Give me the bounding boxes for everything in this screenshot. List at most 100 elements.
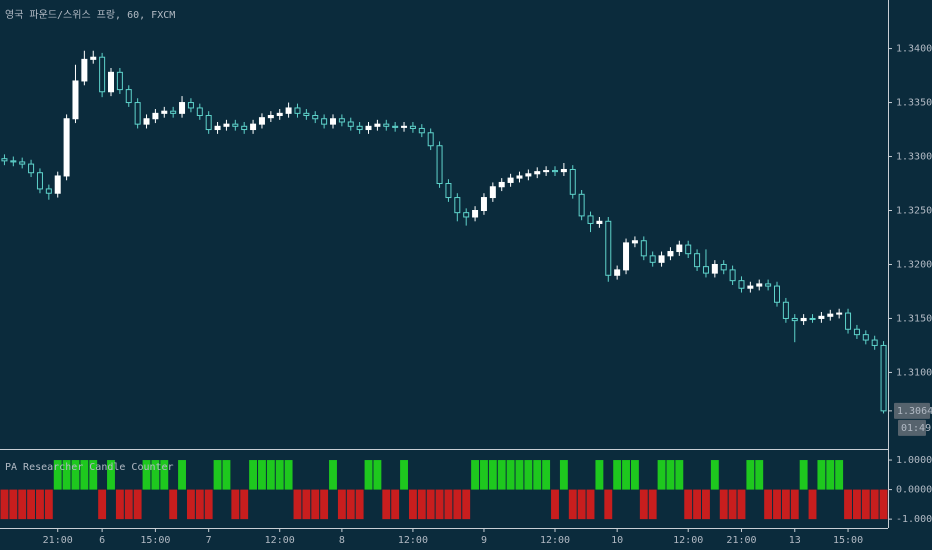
- indicator-bar: [36, 489, 44, 520]
- indicator-bar: [0, 489, 9, 520]
- indicator-bar: [675, 460, 684, 490]
- candle-body: [747, 285, 754, 289]
- indicator-bar: [302, 489, 311, 520]
- y-tick-label: -1.00000: [896, 514, 932, 525]
- indicator-bar: [195, 489, 204, 520]
- indicator-bar: [408, 489, 417, 520]
- indicator-bar: [98, 489, 107, 520]
- candle-body: [756, 283, 763, 287]
- indicator-bar: [719, 489, 728, 520]
- candle-body: [223, 123, 230, 127]
- candle-body: [552, 170, 558, 173]
- indicator-bar: [89, 460, 98, 490]
- candle-body: [45, 188, 52, 194]
- candle-body: [161, 110, 168, 114]
- x-tick-label: 7: [206, 535, 212, 546]
- candle-body: [383, 123, 390, 127]
- indicator-bar: [613, 460, 622, 490]
- indicator-bar: [480, 460, 488, 490]
- candle-body: [347, 121, 354, 127]
- indicator-bar: [284, 460, 293, 490]
- candle-body: [765, 283, 772, 287]
- indicator-bar: [258, 460, 266, 490]
- candle-body: [72, 80, 79, 120]
- candle-body: [63, 118, 70, 177]
- indicator-bar: [444, 489, 453, 520]
- candle-body: [516, 175, 523, 179]
- indicator-bar: [169, 489, 178, 520]
- indicator-bar: [604, 489, 613, 520]
- y-tick-label: 1.33500: [896, 98, 932, 109]
- candle-body: [409, 125, 416, 129]
- candle-body: [667, 251, 674, 257]
- candle-body: [312, 115, 319, 120]
- indicator-bar: [213, 460, 222, 490]
- indicator-bar: [870, 489, 879, 520]
- candle-body: [631, 240, 638, 244]
- candle-body: [489, 186, 496, 199]
- indicator-bar: [124, 489, 133, 520]
- indicator-bar: [115, 489, 124, 520]
- candle-body: [507, 177, 514, 183]
- indicator-bar: [728, 489, 737, 520]
- indicator-bar: [133, 489, 142, 520]
- candle-body: [196, 107, 203, 117]
- candle-body: [685, 244, 692, 255]
- indicator-bar: [817, 460, 826, 490]
- indicator-bar: [311, 489, 320, 520]
- y-tick-label: 1.34000: [896, 44, 932, 55]
- indicator-bar: [27, 489, 36, 520]
- indicator-bar: [151, 460, 160, 490]
- candle-body: [267, 115, 274, 119]
- indicator-bar: [737, 489, 746, 520]
- indicator-bar: [435, 489, 444, 520]
- candle-body: [99, 56, 106, 93]
- candle-body: [463, 212, 470, 218]
- candle-body: [54, 175, 61, 194]
- candle-body: [241, 125, 248, 131]
- x-tick-label: 15:00: [833, 535, 863, 546]
- candle-body: [782, 301, 789, 319]
- candle-body: [880, 344, 887, 412]
- indicator-bar: [773, 489, 781, 520]
- candle-body: [303, 112, 310, 117]
- chart-title: 영국 파운드/스위스 프랑, 60, FXCM: [5, 8, 175, 21]
- indicator-bar: [497, 460, 506, 490]
- candle-body: [480, 197, 487, 212]
- countdown-label: 01:49: [901, 423, 931, 434]
- candle-body: [623, 242, 630, 271]
- indicator-bar: [266, 460, 275, 490]
- candle-body: [205, 115, 212, 131]
- x-tick-label: 12:00: [398, 535, 428, 546]
- candle-body: [818, 315, 825, 319]
- indicator-bar: [524, 460, 533, 490]
- indicator-bar: [80, 460, 89, 490]
- candle-body: [152, 112, 159, 120]
- indicator-bar: [710, 460, 719, 490]
- candle-body: [738, 280, 745, 289]
- indicator-bar: [364, 460, 373, 490]
- candle-body: [338, 118, 345, 123]
- x-tick-label: 21:00: [726, 535, 756, 546]
- candle-body: [534, 171, 541, 175]
- indicator-bar: [355, 489, 364, 520]
- indicator-bar: [861, 489, 870, 520]
- indicator-bar: [62, 460, 71, 490]
- candle-body: [729, 269, 736, 282]
- indicator-bar: [533, 460, 542, 490]
- indicator-bar: [542, 460, 551, 490]
- indicator-bar: [107, 460, 115, 490]
- x-tick-label: 13: [789, 535, 801, 546]
- indicator-bar: [204, 489, 213, 520]
- indicator-bar: [160, 460, 169, 490]
- y-tick-label: 1.00000: [896, 455, 932, 466]
- candle-body: [587, 215, 594, 224]
- indicator-bar: [373, 460, 382, 490]
- indicator-bar: [506, 460, 515, 490]
- indicator-bar: [826, 460, 835, 490]
- indicator-bar: [453, 489, 462, 520]
- indicator-bar: [462, 489, 471, 520]
- candle-body: [81, 58, 88, 82]
- candle-body: [445, 183, 452, 199]
